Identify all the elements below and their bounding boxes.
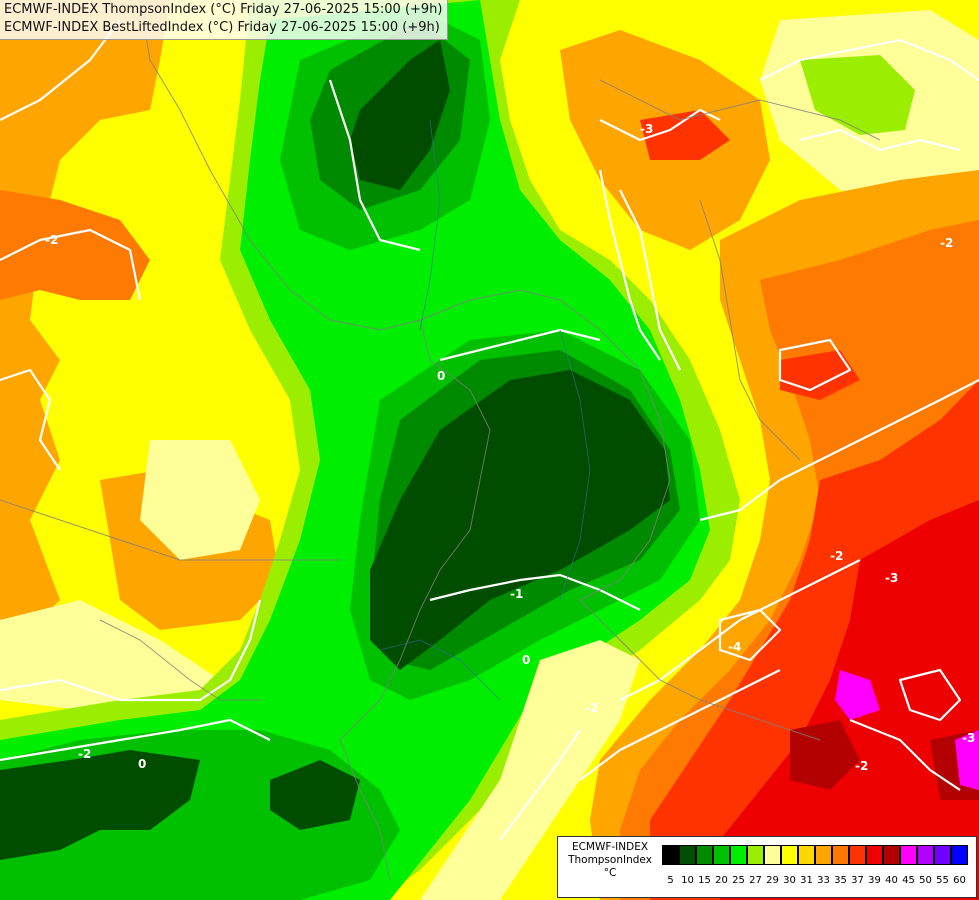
legend-swatch bbox=[696, 845, 713, 865]
legend-swatch bbox=[815, 845, 832, 865]
legend-swatch bbox=[951, 845, 968, 865]
contour-label: -2 bbox=[830, 549, 843, 563]
title-line-thompson: ECMWF-INDEX ThompsonIndex (°C) Friday 27… bbox=[4, 2, 443, 17]
legend-title-model: ECMWF-INDEX bbox=[571, 841, 649, 853]
contour-label: -3 bbox=[885, 571, 898, 585]
legend-swatches bbox=[662, 845, 968, 867]
contour-label: -3 bbox=[962, 731, 975, 745]
legend-tick-label: 5 bbox=[667, 875, 674, 886]
contour-label: -2 bbox=[78, 747, 91, 761]
legend-swatch bbox=[832, 845, 849, 865]
contour-label-group: -2 -1 0 0 -2 -2 -3 -4 -2 -3 -2 -3 -2 0 bbox=[45, 122, 975, 773]
legend-unit: °C bbox=[603, 867, 617, 879]
legend-tick-label: 30 bbox=[783, 875, 796, 886]
legend-tick-label: 60 bbox=[953, 875, 966, 886]
legend-swatch bbox=[883, 845, 900, 865]
legend-ticks: 5 10 15 20 25 27 29 30 31 33 35 37 39 40 45 50 55 60 bbox=[662, 875, 968, 886]
green-darkest-southwest bbox=[0, 750, 200, 860]
legend-title-index: ThompsonIndex bbox=[568, 854, 652, 866]
contour-label: -4 bbox=[728, 640, 741, 654]
legend-swatch bbox=[849, 845, 866, 865]
legend-tick-label: 25 bbox=[732, 875, 745, 886]
east-magenta-patch-2 bbox=[955, 730, 979, 790]
contour-label: -3 bbox=[640, 122, 653, 136]
legend-tick-label: 37 bbox=[851, 875, 864, 886]
country-borders bbox=[0, 0, 881, 881]
legend-swatch bbox=[713, 845, 730, 865]
green-darkest-center bbox=[370, 370, 670, 670]
legend-swatch bbox=[917, 845, 934, 865]
legend-swatch bbox=[866, 845, 883, 865]
legend-tick-label: 35 bbox=[834, 875, 847, 886]
title-line-lifted: ECMWF-INDEX BestLiftedIndex (°C) Friday … bbox=[4, 20, 440, 35]
legend-tick-label: 15 bbox=[698, 875, 711, 886]
contour-label: -2 bbox=[45, 233, 58, 247]
legend-tick-label: 55 bbox=[936, 875, 949, 886]
map-title: ECMWF-INDEX ThompsonIndex (°C) Friday 27… bbox=[0, 0, 448, 40]
west-orange-north bbox=[20, 20, 160, 120]
south-yellow-band bbox=[420, 640, 640, 900]
legend-tick-label: 31 bbox=[800, 875, 813, 886]
legend-swatch bbox=[798, 845, 815, 865]
legend-tick-label: 10 bbox=[681, 875, 694, 886]
color-legend: ECMWF-INDEX ThompsonIndex °C 5 10 15 20 25 27… bbox=[557, 836, 977, 898]
east-magenta-patch bbox=[835, 670, 880, 720]
legend-tick-label: 20 bbox=[715, 875, 728, 886]
contour-label: -2 bbox=[855, 759, 868, 773]
northeast-lime-patch-2 bbox=[800, 55, 915, 135]
lifted-index-contours bbox=[0, 19, 979, 841]
legend-swatch bbox=[747, 845, 764, 865]
legend-tick-label: 39 bbox=[868, 875, 881, 886]
contour-label: 0 bbox=[522, 653, 530, 667]
legend-tick-label: 33 bbox=[817, 875, 830, 886]
legend-swatch bbox=[679, 845, 696, 865]
west-orange-field bbox=[0, 0, 170, 650]
north-red-patch bbox=[640, 110, 730, 160]
rivers bbox=[379, 119, 591, 701]
west-darkorange-field bbox=[0, 190, 150, 300]
legend-tick-label: 45 bbox=[902, 875, 915, 886]
green-darkest-south bbox=[270, 760, 360, 830]
contour-label: -1 bbox=[510, 587, 523, 601]
green-field bbox=[0, 0, 710, 900]
legend-swatch bbox=[934, 845, 951, 865]
green-darkest-north bbox=[350, 40, 450, 190]
contour-label: 0 bbox=[437, 369, 445, 383]
west-lightyellow-patch bbox=[140, 440, 260, 560]
legend-tick-label: 50 bbox=[919, 875, 932, 886]
contour-label: -2 bbox=[585, 701, 598, 715]
legend-swatch bbox=[730, 845, 747, 865]
legend-swatch bbox=[900, 845, 917, 865]
legend-tick-label: 40 bbox=[885, 875, 898, 886]
contour-label: -2 bbox=[940, 236, 953, 250]
south-lightyellow-patch bbox=[0, 600, 220, 720]
east-maroon-patch bbox=[790, 720, 860, 790]
contour-label: 0 bbox=[138, 757, 146, 771]
legend-swatch bbox=[781, 845, 798, 865]
legend-tick-label: 29 bbox=[766, 875, 779, 886]
legend-swatch bbox=[764, 845, 781, 865]
legend-tick-label: 27 bbox=[749, 875, 762, 886]
legend-swatch bbox=[662, 845, 679, 865]
legend-title: ECMWF-INDEX ThompsonIndex °C bbox=[562, 841, 658, 880]
